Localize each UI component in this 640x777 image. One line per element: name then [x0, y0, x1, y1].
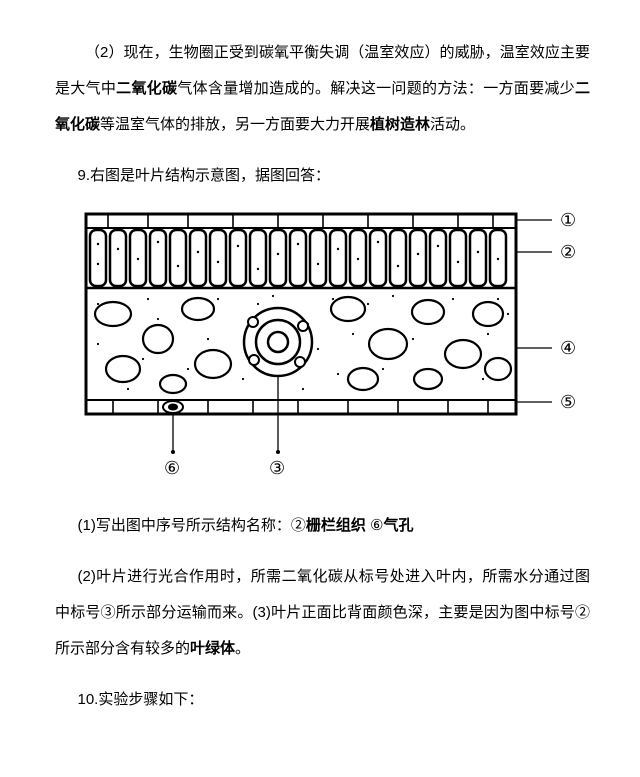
answer-2-3: (2)叶片进行光合作用时，所需二氧化碳从标号处进入叶内，所需水分通过图中标号③所… — [55, 559, 590, 667]
question-10: 10.实验步骤如下： — [55, 682, 590, 718]
bold-p1b: 二氧化碳 — [116, 80, 177, 97]
label-1: ① — [560, 210, 576, 230]
label-5: ⑤ — [560, 392, 576, 412]
bold-p1f: 植树造林 — [370, 116, 430, 133]
answer-1: (1)写出图中序号所示结构名称：②栅栏组织 ⑥气孔 — [55, 508, 590, 544]
ans1d: 气孔 — [383, 517, 413, 534]
paragraph-1: （2）现在，生物圈正受到碳氧平衡失调（温室效应）的威胁，温室效应主要是大气中二氧… — [55, 35, 590, 143]
question-9: 9.右图是叶片结构示意图，据图回答： — [55, 158, 590, 194]
ans1c: ⑥ — [366, 517, 384, 534]
leaf-diagram: ① ② ④ ⑤ — [55, 204, 590, 493]
ans2c: 。 — [235, 640, 250, 657]
label-6: ⑥ — [164, 458, 180, 478]
ans1b: 栅栏组织 — [306, 517, 366, 534]
ans2b: 叶绿体 — [190, 640, 235, 657]
document-page: （2）现在，生物圈正受到碳氧平衡失调（温室效应）的威胁，温室效应主要是大气中二氧… — [0, 0, 640, 736]
label-2: ② — [560, 242, 576, 262]
label-3: ③ — [269, 458, 285, 478]
label-4: ④ — [560, 338, 576, 358]
leaf-cross-section-svg: ① ② ④ ⑤ — [68, 204, 578, 479]
ans2a: (2)叶片进行光合作用时，所需二氧化碳从标号处进入叶内，所需水分通过图中标号③所… — [55, 568, 590, 657]
text-p1g: 活动。 — [430, 116, 475, 133]
text-p1e: 等温室气体的排放，另一方面要大力开展 — [100, 116, 370, 133]
text-p1c: 气体含量增加造成的。解决这一问题的方法：一方面要减少 — [177, 80, 575, 97]
ans1a: (1)写出图中序号所示结构名称：② — [78, 517, 306, 534]
